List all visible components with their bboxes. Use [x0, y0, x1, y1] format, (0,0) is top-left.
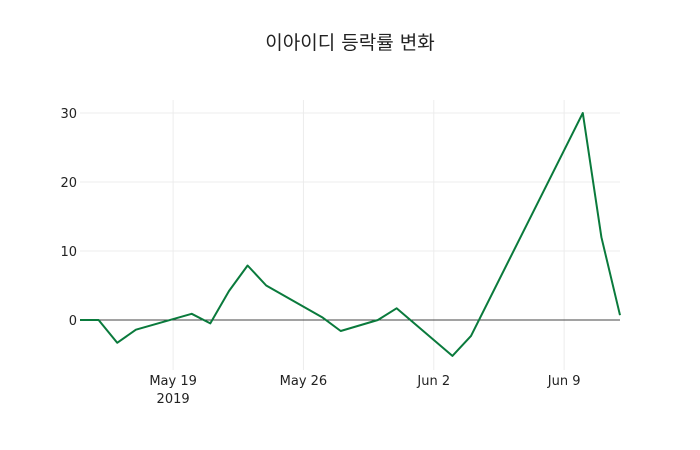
- y-tick-label: 20: [60, 176, 77, 191]
- series-line: [80, 112, 621, 357]
- gridlines: [80, 100, 620, 370]
- y-tick-label: 0: [69, 314, 77, 329]
- y-tick-label: 10: [60, 245, 77, 260]
- y-axis-ticks: 0 10 20 30: [60, 107, 77, 329]
- x-tick-label: Jun 2: [416, 374, 450, 389]
- x-tick-label: May 19: [149, 374, 197, 389]
- x-tick-label: Jun 9: [547, 374, 581, 389]
- y-tick-label: 30: [60, 107, 77, 122]
- x-axis-ticks: May 19 2019 May 26 Jun 2 Jun 9: [149, 374, 580, 407]
- chart-title: 이아이디 등락률 변화: [265, 32, 434, 54]
- x-tick-year: 2019: [157, 392, 190, 407]
- x-tick-label: May 26: [280, 374, 328, 389]
